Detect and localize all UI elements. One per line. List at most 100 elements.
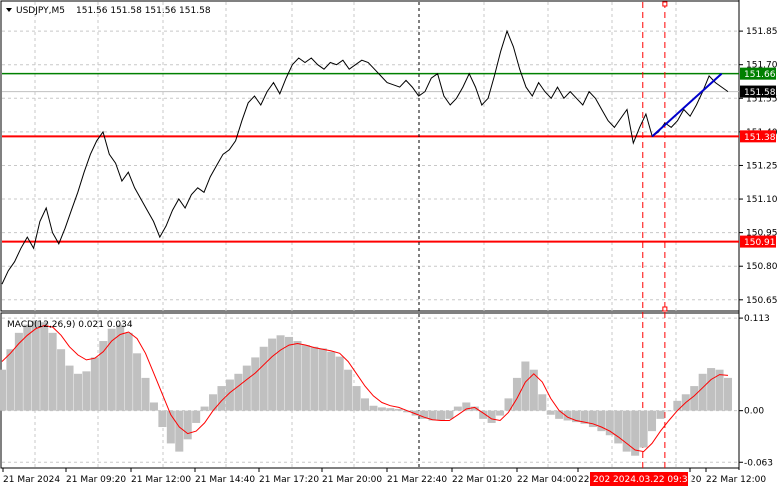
- macd-bar: [293, 341, 302, 411]
- macd-bar: [276, 335, 285, 411]
- macd-bar: [521, 361, 530, 411]
- time-tick-label: 21 Mar 14:40: [195, 475, 255, 485]
- price-tick-label: 151.70: [746, 61, 778, 71]
- macd-bar: [428, 410, 437, 421]
- macd-bar: [512, 377, 521, 411]
- macd-bar: [124, 332, 133, 411]
- level-labels: 151.66 151.58 151.38 150.91: [740, 67, 776, 248]
- macd-bar: [555, 410, 564, 419]
- macd-bar: [453, 406, 462, 411]
- macd-bar: [141, 377, 150, 411]
- macd-bar: [82, 371, 91, 411]
- price-tick-label: 150.65: [746, 296, 778, 306]
- level-lines: [2, 72, 739, 243]
- macd-bar: [386, 408, 395, 411]
- macd-bar: [40, 322, 49, 411]
- macd-bar: [656, 410, 665, 419]
- macd-bar: [690, 386, 699, 411]
- macd-bar: [192, 410, 201, 423]
- level-label: 150.91: [744, 238, 776, 248]
- macd-bar: [538, 394, 547, 411]
- macd-bar: [175, 410, 184, 452]
- macd-bar: [327, 351, 336, 411]
- level-label: 151.66: [744, 70, 776, 80]
- macd-bar: [369, 405, 378, 411]
- macd-bar: [377, 407, 386, 411]
- macd-bar: [234, 373, 243, 411]
- macd-bar: [259, 346, 268, 411]
- macd-bar: [107, 328, 116, 411]
- cursor-time-bg: [590, 472, 688, 486]
- macd-bar: [470, 406, 479, 411]
- time-tick-label: 22 Mar 12:00: [706, 475, 766, 485]
- price-tick-label: 151.10: [746, 195, 778, 205]
- macd-bar: [436, 410, 445, 421]
- level-label: 151.58: [744, 88, 776, 98]
- macd-bar: [394, 409, 403, 411]
- macd-bar: [639, 410, 648, 448]
- time-tick-label: 22: [578, 475, 589, 485]
- macd-bar: [73, 373, 82, 411]
- macd-signal-line: [1, 324, 729, 453]
- dropdown-arrow-icon[interactable]: [6, 8, 12, 12]
- macd-bar: [352, 386, 361, 411]
- macd-bar: [158, 410, 167, 428]
- macd-bar: [310, 346, 319, 411]
- macd-bar: [622, 410, 631, 452]
- macd-bar: [445, 410, 454, 419]
- symbol-label: USDJPY,M5: [16, 6, 65, 16]
- macd-bar: [242, 365, 251, 411]
- macd-bar: [149, 402, 158, 411]
- macd-bar: [116, 324, 125, 411]
- macd-bar: [48, 332, 57, 411]
- trend-line: [651, 72, 723, 138]
- cursor-time-label: 202 2024.03.22 09:30: [593, 475, 694, 485]
- marker-handle[interactable]: [662, 1, 668, 7]
- price-tick-label: 150.80: [746, 262, 778, 272]
- macd-bar: [285, 336, 294, 411]
- macd-bar: [648, 410, 657, 432]
- macd-bar: [99, 341, 108, 411]
- level-label: 151.38: [744, 133, 776, 143]
- macd-bar: [318, 348, 327, 411]
- macd-bar: [166, 410, 175, 444]
- time-tick-label: 22 Mar 01:20: [452, 475, 512, 485]
- level-label-bg: [740, 85, 776, 98]
- time-tick-label: 20: [690, 475, 702, 485]
- time-tick-label: 21 Mar 09:20: [66, 475, 126, 485]
- macd-bar: [217, 386, 226, 411]
- price-pane-frame: [0, 0, 740, 312]
- macd-tick-label: 0.113: [744, 314, 770, 324]
- price-tick-label: 150.95: [746, 229, 778, 239]
- macd-bar: [664, 410, 673, 412]
- macd-bar: [411, 410, 420, 416]
- macd-tick-label: 0.00: [744, 407, 764, 417]
- macd-bar: [723, 377, 733, 411]
- level-label-bg: [740, 67, 776, 80]
- macd-label: MACD(12,26,9) 0.021 0.034: [7, 320, 133, 330]
- time-tick-label: 21 Mar 12:00: [131, 475, 191, 485]
- macd-bar: [23, 324, 32, 411]
- macd-bar: [563, 410, 572, 421]
- price-grid: [2, 2, 738, 311]
- macd-bar: [420, 410, 429, 419]
- macd-bar: [200, 406, 209, 411]
- macd-bar: [133, 353, 142, 411]
- marker-handle[interactable]: [662, 306, 668, 312]
- macd-tick-label: -0.063: [744, 458, 773, 468]
- time-tick-label: 21 Mar 17:20: [259, 475, 319, 485]
- macd-bar: [403, 410, 412, 413]
- level-label-bg: [740, 130, 776, 143]
- macd-bar: [496, 410, 505, 416]
- macd-bar: [183, 410, 192, 440]
- macd-bar: [57, 349, 66, 411]
- macd-bar: [588, 410, 597, 428]
- level-label-bg: [740, 235, 776, 248]
- macd-bar: [301, 345, 310, 411]
- macd-bar: [268, 338, 277, 411]
- macd-bar: [546, 410, 555, 415]
- macd-bar: [65, 365, 74, 411]
- macd-bar: [31, 320, 40, 411]
